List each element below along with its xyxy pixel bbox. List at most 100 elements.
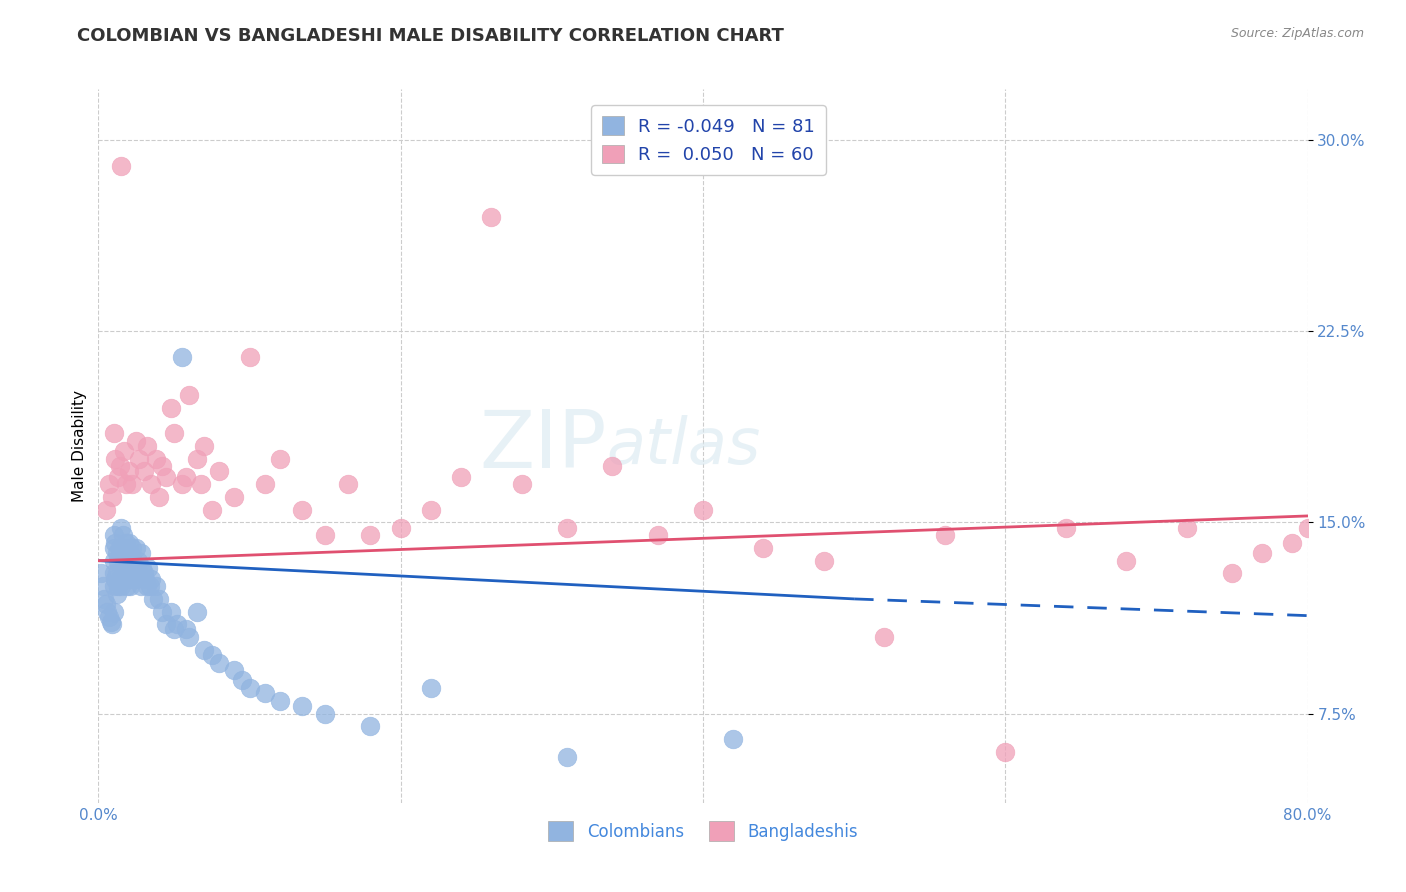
Point	[360, 719, 382, 733]
Point	[314, 528, 336, 542]
Point	[873, 630, 896, 644]
Point	[813, 554, 835, 568]
Point	[555, 520, 578, 534]
Point	[93, 591, 115, 606]
Point	[150, 605, 173, 619]
Point	[129, 579, 152, 593]
Point	[291, 698, 314, 713]
Point	[131, 561, 153, 575]
Point	[1220, 566, 1243, 581]
Point	[128, 566, 150, 581]
Point	[111, 561, 134, 575]
Point	[115, 579, 138, 593]
Point	[110, 546, 132, 560]
Point	[105, 587, 128, 601]
Point	[132, 465, 155, 479]
Point	[752, 541, 775, 555]
Point	[121, 477, 143, 491]
Point	[139, 579, 162, 593]
Point	[163, 426, 186, 441]
Point	[190, 477, 212, 491]
Point	[1054, 520, 1077, 534]
Point	[155, 469, 177, 483]
Point	[120, 546, 142, 560]
Point	[1281, 536, 1303, 550]
Point	[104, 536, 127, 550]
Point	[124, 566, 146, 581]
Point	[103, 605, 125, 619]
Point	[132, 566, 155, 581]
Point	[98, 477, 121, 491]
Point	[114, 566, 136, 581]
Point	[179, 630, 201, 644]
Point	[103, 554, 125, 568]
Point	[1175, 520, 1198, 534]
Point	[145, 579, 167, 593]
Point	[179, 388, 201, 402]
Point	[103, 528, 125, 542]
Point	[142, 591, 165, 606]
Point	[103, 566, 125, 581]
Point	[111, 528, 134, 542]
Point	[1115, 554, 1137, 568]
Point	[104, 451, 127, 466]
Y-axis label: Male Disability: Male Disability	[72, 390, 87, 502]
Point	[150, 459, 173, 474]
Point	[934, 528, 956, 542]
Point	[253, 686, 276, 700]
Point	[692, 502, 714, 516]
Point	[103, 541, 125, 555]
Point	[1251, 546, 1274, 560]
Point	[122, 554, 145, 568]
Point	[114, 536, 136, 550]
Point	[174, 623, 197, 637]
Point	[110, 579, 132, 593]
Point	[118, 566, 141, 581]
Point	[201, 648, 224, 662]
Point	[105, 546, 128, 560]
Point	[136, 561, 159, 575]
Point	[1296, 520, 1319, 534]
Point	[224, 490, 246, 504]
Point	[450, 469, 472, 483]
Point	[269, 694, 291, 708]
Point	[186, 605, 208, 619]
Point	[110, 520, 132, 534]
Text: Source: ZipAtlas.com: Source: ZipAtlas.com	[1230, 27, 1364, 40]
Point	[314, 706, 336, 721]
Point	[112, 444, 135, 458]
Point	[101, 490, 124, 504]
Point	[127, 554, 149, 568]
Point	[170, 350, 193, 364]
Text: ZIP: ZIP	[479, 407, 606, 485]
Point	[723, 732, 745, 747]
Point	[389, 520, 412, 534]
Point	[148, 591, 170, 606]
Point	[994, 745, 1017, 759]
Point	[107, 579, 129, 593]
Point	[208, 465, 231, 479]
Point	[129, 546, 152, 560]
Point	[602, 459, 624, 474]
Point	[135, 439, 157, 453]
Point	[166, 617, 188, 632]
Point	[231, 673, 253, 688]
Point	[239, 350, 262, 364]
Point	[98, 609, 121, 624]
Point	[115, 546, 138, 560]
Point	[96, 605, 118, 619]
Point	[94, 597, 117, 611]
Point	[239, 681, 262, 695]
Point	[121, 572, 143, 586]
Point	[253, 477, 276, 491]
Point	[90, 566, 112, 581]
Point	[128, 451, 150, 466]
Text: atlas: atlas	[606, 415, 761, 477]
Point	[269, 451, 291, 466]
Point	[103, 579, 125, 593]
Point	[160, 401, 183, 415]
Point	[510, 477, 533, 491]
Point	[125, 572, 148, 586]
Point	[101, 617, 124, 632]
Point	[112, 572, 135, 586]
